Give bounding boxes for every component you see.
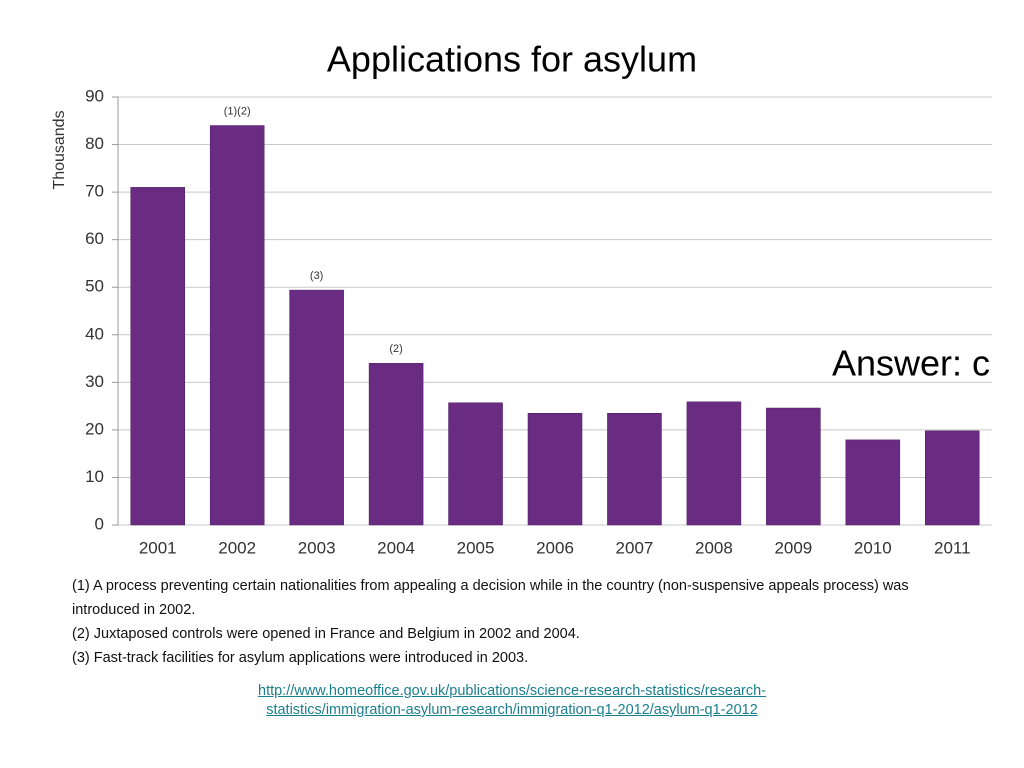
- bar: [368, 363, 424, 526]
- x-tick-label: 2007: [616, 538, 654, 557]
- bar: [766, 407, 821, 526]
- bar: [130, 187, 185, 526]
- chart: Applications for asylum Thousands Answer…: [51, 39, 992, 557]
- x-tick-label: 2004: [377, 538, 415, 557]
- bar: [607, 412, 662, 526]
- bar: [845, 439, 901, 526]
- y-tick-label: 30: [85, 372, 104, 391]
- y-tick-label: 40: [85, 324, 104, 343]
- y-tick-label: 50: [85, 277, 104, 296]
- x-tick-label: 2008: [695, 538, 733, 557]
- bar: [686, 401, 742, 526]
- answer: Answer: c: [832, 343, 990, 384]
- footnote: (1) A process preventing certain nationa…: [72, 578, 909, 618]
- footnotes: (1) A process preventing certain nationa…: [72, 574, 972, 670]
- x-tick-label: 2002: [218, 538, 256, 557]
- x-tick-label: 2009: [774, 538, 812, 557]
- source: http://www.homeoffice.gov.uk/publication…: [222, 682, 802, 720]
- chart-title: Applications for asylum: [327, 39, 697, 80]
- y-tick-label: 10: [85, 467, 104, 486]
- x-tick-label: 2001: [139, 538, 177, 557]
- y-tick-label: 20: [85, 419, 104, 438]
- y-tick-label: 70: [85, 182, 104, 201]
- bar: [209, 125, 265, 526]
- footnote: (3) Fast-track facilities for asylum app…: [72, 650, 529, 666]
- x-tick-label: 2011: [934, 538, 971, 557]
- x-tick-label: 2010: [854, 538, 892, 557]
- x-tick-label: 2006: [536, 538, 574, 557]
- y-axis-label: Thousands: [51, 110, 68, 189]
- x-tick-label: 2003: [298, 538, 336, 557]
- bar: [448, 402, 503, 526]
- y-tick-label: 60: [85, 229, 104, 248]
- bar: [289, 289, 344, 526]
- footnote: (2) Juxtaposed controls were opened in F…: [72, 626, 580, 642]
- y-tick-label: 90: [85, 86, 104, 105]
- source-link[interactable]: http://www.homeoffice.gov.uk/publication…: [258, 683, 766, 718]
- x-tick-label: 2005: [457, 538, 495, 557]
- bar-annotation: (1)(2): [224, 105, 251, 117]
- bar: [527, 412, 583, 526]
- bar: [925, 430, 980, 526]
- bar-annotation: (3): [310, 270, 323, 282]
- bar-annotation: (2): [389, 343, 402, 355]
- y-tick-label: 80: [85, 134, 104, 153]
- y-tick-label: 0: [95, 514, 104, 533]
